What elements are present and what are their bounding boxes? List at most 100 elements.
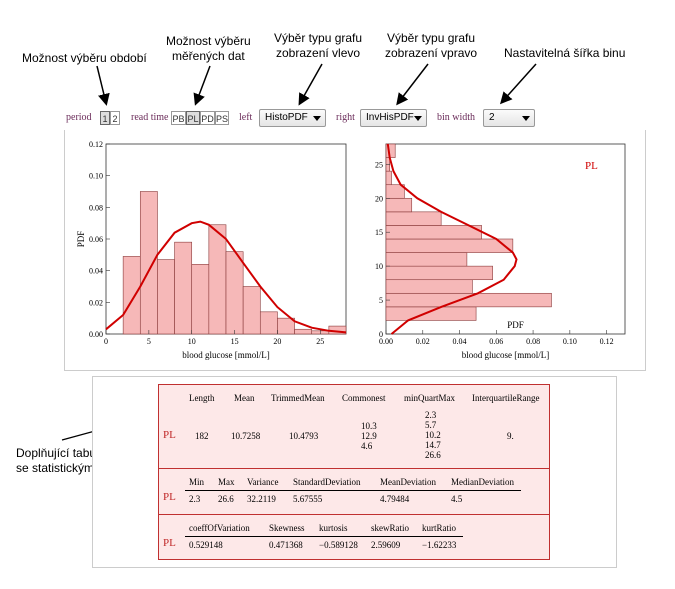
left-chart-select[interactable]: HistoPDF [259, 109, 326, 127]
callout-data-line1: Možnost výběru [166, 34, 251, 48]
arrow-data [193, 65, 211, 106]
stats-table-3: coeffOfVariation Skewness kurtosis skewR… [158, 514, 550, 560]
right-chart-y-axis-label: blood glucose [mmol/L] [462, 350, 550, 360]
value-iqr: 9. [507, 431, 514, 441]
left-chart-x-tick-label: 10 [188, 337, 196, 346]
readtime-option-pl[interactable]: PL [186, 111, 200, 125]
right-chart-y-tick-label: 5 [379, 296, 383, 305]
value-mediandeviation: 4.5 [451, 494, 463, 504]
value-minquartmax-3: 10.2 [425, 430, 441, 440]
left-chart-y-tick-label: 0.12 [89, 140, 103, 149]
callout-data-line2: měřených dat [172, 49, 245, 63]
value-minquartmax-5: 26.6 [425, 450, 441, 460]
header-coeffofvariation: coeffOfVariation [189, 523, 250, 533]
right-chart-bar [385, 170, 392, 186]
header-mediandeviation: MedianDeviation [451, 477, 514, 487]
header-meandeviation: MeanDeviation [380, 477, 436, 487]
left-chart-bar [139, 191, 158, 335]
right-chart-bar [385, 184, 405, 199]
left-chart-x-axis-label: blood glucose [mmol/L] [182, 350, 270, 360]
value-commonest-3: 4.6 [361, 441, 373, 451]
header-skewratio: skewRatio [371, 523, 409, 533]
header-length: Length [189, 393, 215, 403]
header-mean: Mean [234, 393, 255, 403]
header-rule [185, 536, 463, 537]
arrow-period [96, 65, 110, 106]
bin-width-select[interactable]: 2 [483, 109, 535, 127]
right-chart-bar [385, 306, 477, 321]
row-label: PL [163, 429, 176, 441]
value-min: 2.3 [189, 494, 201, 504]
right-chart-pdf-curve [386, 143, 518, 335]
row-label: PL [163, 491, 176, 503]
value-max: 26.6 [218, 494, 234, 504]
left-chart-y-tick-label: 0.08 [89, 203, 103, 212]
value-meandeviation: 4.79484 [380, 494, 410, 504]
left-chart-y-tick-label: 0.00 [89, 330, 103, 339]
chevron-down-icon [313, 116, 321, 121]
value-commonest-2: 12.9 [361, 431, 377, 441]
right-chart-bar [385, 211, 442, 226]
header-min: Min [189, 477, 205, 487]
left-chart-x-tick-label: 5 [147, 337, 151, 346]
readtime-option-ps[interactable]: PS [215, 111, 229, 125]
left-chart-y-axis-label: PDF [76, 231, 86, 248]
header-rule [185, 490, 521, 491]
header-max: Max [218, 477, 235, 487]
left-label: left [239, 112, 253, 123]
callout-right-line1: Výběr typu grafu [387, 31, 476, 45]
callout-data: Možnost výběru měřených dat [166, 34, 251, 64]
value-minquartmax-1: 2.3 [425, 410, 437, 420]
bin-width-label: bin width [437, 112, 476, 123]
right-chart-x-tick-label: 0.06 [489, 337, 503, 346]
header-skewness: Skewness [269, 523, 305, 533]
arrow-right [396, 63, 429, 106]
readtime-option-pb[interactable]: PB [171, 111, 186, 125]
left-chart-select-value: HistoPDF [265, 112, 308, 123]
callout-right-line2: zobrazení vpravo [385, 46, 478, 60]
header-variance: Variance [247, 477, 279, 487]
period-label: period [66, 112, 92, 123]
value-kurtosis: −0.589128 [319, 540, 358, 550]
value-kurtratio: −1.62233 [422, 540, 457, 550]
left-chart-x-tick-label: 20 [273, 337, 281, 346]
period-option-1[interactable]: 1 [100, 111, 110, 125]
header-kurtratio: kurtRatio [422, 523, 456, 533]
left-chart-pdf-curve [105, 220, 347, 334]
right-chart-x-tick-label: 0.12 [600, 337, 614, 346]
period-option-2[interactable]: 2 [110, 111, 120, 125]
right-chart-bar [385, 252, 468, 267]
callout-bin: Nastavitelná šířka binu [504, 46, 626, 60]
value-length: 182 [195, 431, 209, 441]
readtime-option-pd[interactable]: PD [200, 111, 215, 125]
value-skewness: 0.471368 [269, 540, 303, 550]
callout-left: Výběr typu grafu zobrazení vlevo [274, 31, 362, 61]
right-chart-x-tick-label: 0.10 [563, 337, 577, 346]
value-commonest-1: 10.3 [361, 421, 377, 431]
right-chart-bar [385, 292, 552, 308]
chevron-down-icon [414, 116, 422, 121]
right-chart-y-tick-label: 10 [375, 262, 383, 271]
right-chart-series-label: PL [585, 160, 598, 172]
right-chart-y-tick-label: 25 [375, 160, 383, 169]
left-chart-bar [277, 317, 295, 335]
left-chart-bar [294, 328, 313, 335]
header-kurtosis: kurtosis [319, 523, 348, 533]
row-label: PL [163, 537, 176, 549]
right-chart-select-value: InvHisPDF [366, 112, 414, 123]
arrow-bin [499, 63, 537, 105]
left-chart-x-tick-label: 0 [104, 337, 108, 346]
right-chart-y-tick-label: 15 [375, 228, 383, 237]
right-chart-bar [385, 197, 413, 213]
left-chart-y-tick-label: 0.02 [89, 298, 103, 307]
left-chart-bar [157, 259, 175, 335]
callout-period: Možnost výběru období [22, 51, 147, 65]
left-chart-y-tick-label: 0.06 [89, 235, 103, 244]
right-chart-bar [385, 279, 473, 294]
left-chart-y-tick-label: 0.04 [89, 267, 103, 276]
value-coeffofvariation: 0.529148 [189, 540, 223, 550]
right-chart-select[interactable]: InvHisPDF [360, 109, 427, 127]
left-chart-bar [122, 256, 141, 335]
